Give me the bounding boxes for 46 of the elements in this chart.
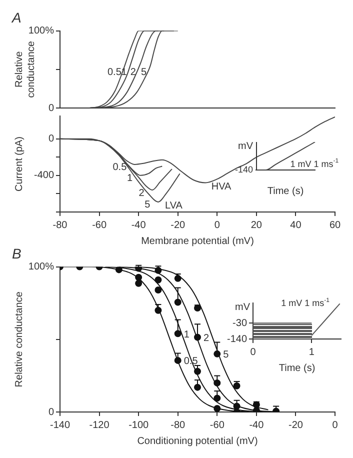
series-label: 2 xyxy=(204,332,210,344)
x-tick-label: -100 xyxy=(128,420,150,431)
y-tick-label: 100% xyxy=(28,26,54,37)
x-tick-label: -80 xyxy=(52,220,68,231)
y-axis-title: mV xyxy=(238,140,254,152)
x-axis-title: Conditioning potential (mV) xyxy=(137,436,258,447)
y-tick-label: 0 xyxy=(48,134,54,145)
x-tick-label: -60 xyxy=(92,220,107,231)
x-tick-label: -40 xyxy=(249,420,264,431)
y-tick-label: 0 xyxy=(48,102,54,114)
x-tick-label: -40 xyxy=(131,220,146,231)
x-axis-title: Time (s) xyxy=(278,362,316,374)
x-tick-label: -60 xyxy=(210,420,225,431)
annotation: LVA xyxy=(165,200,183,212)
series-label: 1 xyxy=(121,67,128,78)
y-axis-title: mV xyxy=(235,302,250,313)
y-tick-label: -30 xyxy=(232,318,248,329)
x-tick-label: -120 xyxy=(89,420,110,431)
y-tick-label: 0 xyxy=(48,406,54,418)
series-label: 0.5 xyxy=(112,162,128,174)
x-tick-label: -20 xyxy=(170,220,186,231)
series-label: 1 xyxy=(184,329,190,340)
y-tick-label: -400 xyxy=(34,170,54,182)
annotation: HVA xyxy=(211,181,232,192)
x-tick-label: -80 xyxy=(170,420,186,431)
series-label: 2 xyxy=(130,67,136,78)
chart-title: A xyxy=(11,9,22,26)
x-tick-label: 60 xyxy=(329,220,341,231)
series-label: 1 xyxy=(126,173,133,184)
x-axis-title: Time (s) xyxy=(267,186,304,197)
series-label: 5 xyxy=(144,200,151,211)
series-label: 2 xyxy=(138,188,145,199)
y-axis-title: Relative conductance xyxy=(14,291,25,388)
x-tick-label: 40 xyxy=(290,220,302,231)
series-label: 0.5 xyxy=(107,67,122,78)
x-tick-label: 0 xyxy=(332,420,338,431)
series-label: 5 xyxy=(141,67,148,78)
chart-title: B xyxy=(12,245,22,262)
y-axis-title: Relative conductance xyxy=(14,40,37,98)
x-tick-label: 0 xyxy=(214,220,220,231)
series-label: 5 xyxy=(223,350,230,361)
x-tick-label: -20 xyxy=(288,420,304,431)
y-tick-label: 100% xyxy=(28,262,54,273)
x-axis-title: Membrane potential (mV) xyxy=(141,236,254,247)
y-axis-title: Current (pA) xyxy=(14,136,25,192)
x-tick-label: 20 xyxy=(250,220,262,231)
